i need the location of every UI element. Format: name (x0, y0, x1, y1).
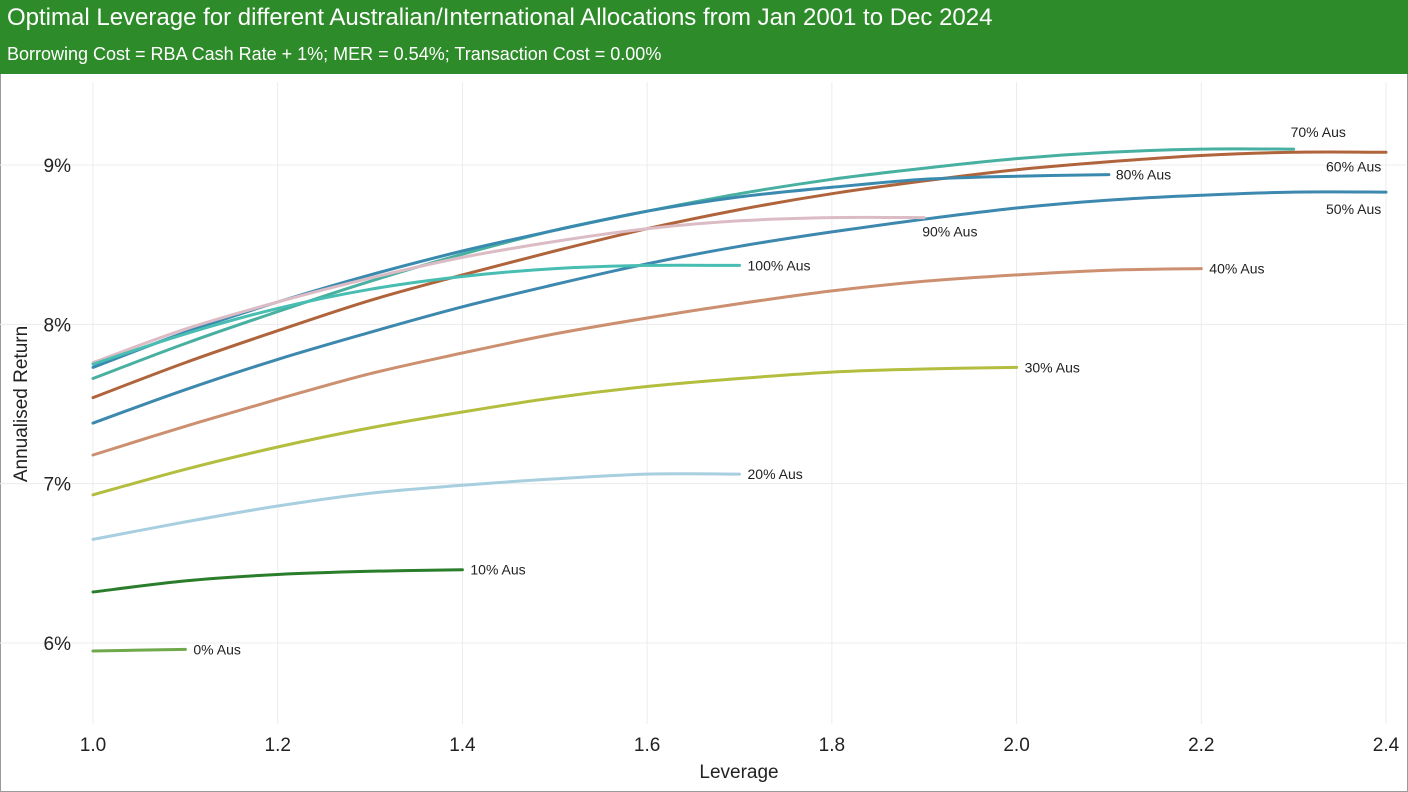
y-gridlines (0, 164, 1406, 644)
line-chart: 0% Aus 10% Aus 20% Aus 30% Aus 40% Aus 50% Au… (0, 82, 1406, 783)
series-lines (91, 147, 1388, 653)
series-line-60pct-aus (91, 150, 1388, 400)
series-label-0pct-aus: 0% Aus (193, 641, 240, 657)
y-axis-title: Annualised Return (11, 326, 32, 482)
x-tick-label: 1.0 (80, 735, 106, 756)
series-line-40pct-aus (91, 267, 1203, 457)
y-tick-label: 9% (44, 156, 72, 177)
series-line-80pct-aus (91, 173, 1111, 369)
x-tick-label: 1.4 (449, 735, 476, 756)
x-tick-labels: 1.0 1.2 1.4 1.6 1.8 2.0 2.2 2.4 (80, 735, 1400, 756)
x-tick-label: 1.6 (634, 735, 660, 756)
x-tick-label: 1.8 (819, 735, 845, 756)
series-label-100pct-aus: 100% Aus (748, 257, 811, 273)
series-label-90pct-aus: 90% Aus (922, 224, 977, 240)
series-label-50pct-aus: 50% Aus (1326, 201, 1381, 217)
series-label-40pct-aus: 40% Aus (1209, 261, 1264, 277)
series-label-30pct-aus: 30% Aus (1025, 359, 1080, 375)
series-line-50pct-aus (91, 190, 1388, 425)
series-line-70pct-aus (91, 147, 1296, 380)
x-tick-label: 2.2 (1188, 735, 1214, 756)
y-tick-label: 6% (44, 634, 72, 655)
x-tick-label: 1.2 (265, 735, 291, 756)
y-tick-labels: 6% 7% 8% 9% (44, 156, 72, 655)
y-tick-label: 8% (44, 315, 72, 336)
series-label-60pct-aus: 60% Aus (1326, 158, 1381, 174)
series-labels: 0% Aus 10% Aus 20% Aus 30% Aus 40% Aus 50% Au… (193, 124, 1381, 657)
series-label-80pct-aus: 80% Aus (1116, 167, 1171, 183)
series-label-70pct-aus: 70% Aus (1291, 124, 1346, 140)
x-gridlines (92, 82, 1387, 724)
x-axis-title: Leverage (699, 762, 778, 783)
chart-subtitle: Borrowing Cost = RBA Cash Rate + 1%; MER… (7, 44, 662, 64)
series-line-100pct-aus (91, 263, 741, 366)
series-label-10pct-aus: 10% Aus (470, 562, 525, 578)
series-line-20pct-aus (91, 472, 741, 541)
series-line-0pct-aus (91, 647, 187, 653)
y-tick-label: 7% (44, 475, 72, 496)
x-tick-label: 2.0 (1003, 735, 1029, 756)
chart-header: Optimal Leverage for different Australia… (0, 0, 1408, 74)
series-line-30pct-aus (91, 365, 1019, 497)
series-label-20pct-aus: 20% Aus (748, 466, 803, 482)
series-line-10pct-aus (91, 568, 464, 594)
x-tick-label: 2.4 (1373, 735, 1400, 756)
chart-title: Optimal Leverage for different Australia… (7, 4, 993, 31)
series-line-90pct-aus (91, 215, 926, 365)
